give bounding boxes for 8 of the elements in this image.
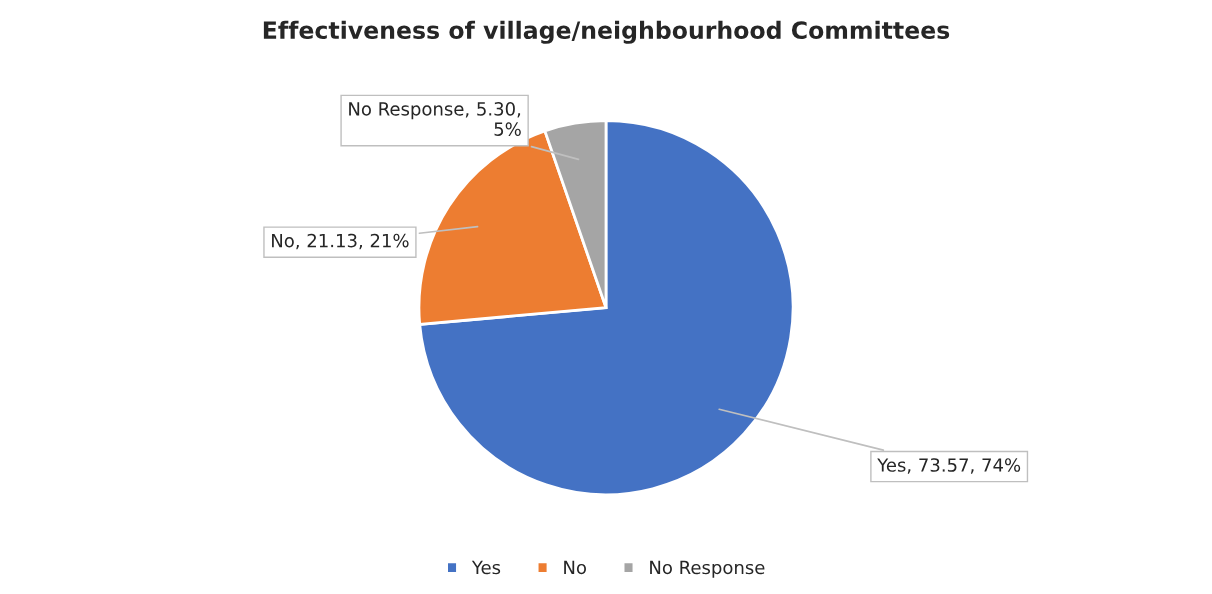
data-label: No, 21.13, 21% xyxy=(272,233,409,250)
legend-label: No Response xyxy=(650,560,765,578)
legend-label: Yes xyxy=(471,560,501,575)
chart-title: Effectiveness of village/neighbourhood Committees xyxy=(263,20,950,44)
pie-slice xyxy=(418,119,795,497)
data-label: Yes, 73.57, 74% xyxy=(877,458,1021,474)
legend-label: No xyxy=(564,560,586,575)
data-label: No Response, 5.30, 5% xyxy=(349,102,521,136)
